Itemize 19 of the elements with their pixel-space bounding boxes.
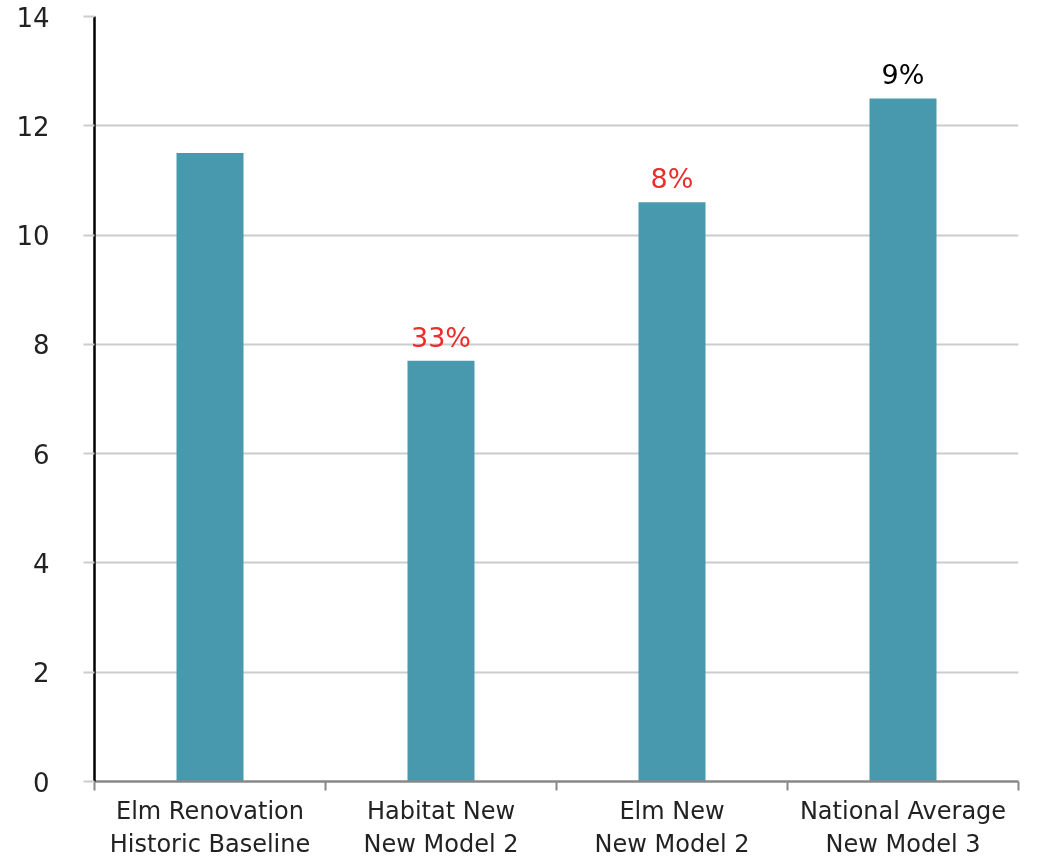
bar: [176, 153, 244, 782]
bar: [407, 360, 475, 782]
x-tick-label: Elm Renovation Historic Baseline: [109, 796, 311, 859]
y-tick-label: 8: [32, 330, 50, 361]
bar: [869, 98, 937, 782]
bar: [638, 202, 706, 782]
y-tick-label: 0: [32, 767, 50, 798]
y-tick-label: 10: [16, 221, 50, 252]
y-tick-label: 6: [32, 439, 50, 470]
annotation: 9%: [881, 59, 925, 91]
y-tick-label: 4: [32, 548, 50, 579]
x-tick-label: National Average New Model 3: [799, 796, 1007, 859]
y-tick-label: 14: [16, 2, 50, 33]
x-tick-label: Habitat New New Model 2: [363, 796, 519, 859]
y-tick-label: 12: [16, 111, 50, 142]
x-tick-label: Elm New New Model 2: [594, 796, 750, 859]
annotation: 33%: [410, 321, 472, 353]
y-tick-label: 2: [32, 658, 50, 689]
annotation: 8%: [650, 163, 694, 195]
